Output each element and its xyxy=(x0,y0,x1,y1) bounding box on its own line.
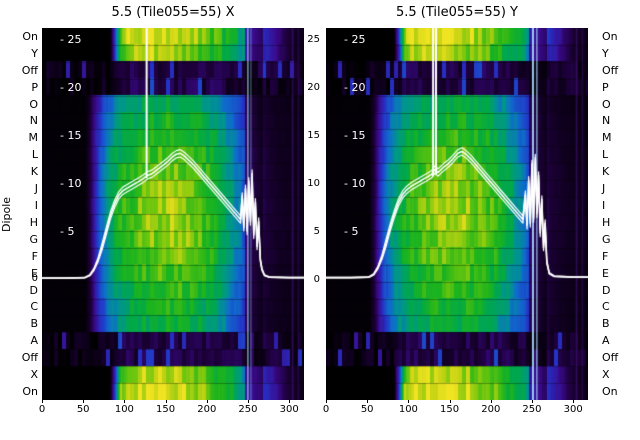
x-tick-label: 300 xyxy=(279,404,299,415)
dipole-label: On xyxy=(22,384,38,398)
x-tick-mark xyxy=(326,400,327,403)
between-ytick-label: 15 xyxy=(307,130,320,141)
panel-y-title: 5.5 (Tile055=55) Y xyxy=(395,5,519,20)
x-tick-mark xyxy=(367,400,369,403)
x-tick-mark xyxy=(449,400,451,403)
dipole-label: D xyxy=(29,283,38,297)
dipole-label: P xyxy=(602,80,609,94)
dipole-label: H xyxy=(29,215,38,229)
right-dipole-labels: On Y Off P O N M L K J I H G F E D C B A Off X On xyxy=(602,28,638,400)
panel-y: 5.5 (Tile055=55) Y - 25- 20- 15- 10- 5 xyxy=(326,5,588,400)
dipole-label: J xyxy=(34,182,38,196)
dipole-label: On xyxy=(602,384,618,398)
dipole-label: L xyxy=(31,148,38,162)
heatmap-canvas-y xyxy=(326,28,588,400)
dipole-label: A xyxy=(30,334,38,348)
dipole-label: N xyxy=(602,114,611,128)
dipole-label: N xyxy=(29,114,38,128)
dipole-label: X xyxy=(602,368,610,382)
heatmap-canvas-x xyxy=(42,28,304,400)
dipole-label: C xyxy=(602,300,610,314)
x-tick-label: 250 xyxy=(238,404,258,415)
between-ytick-label: 5 xyxy=(313,226,320,237)
x-tick-label: 150 xyxy=(440,404,460,415)
dipole-label: G xyxy=(602,232,611,246)
dipole-label: Y xyxy=(31,46,38,60)
x-tick-mark xyxy=(42,400,43,403)
dipole-label: O xyxy=(29,97,38,111)
dipole-label: G xyxy=(29,232,38,246)
x-tick-label: 50 xyxy=(360,404,374,415)
x-tick-label: 100 xyxy=(114,404,134,415)
dipole-label: M xyxy=(602,131,612,145)
dipole-label: Off xyxy=(21,351,38,365)
x-tick-label: 250 xyxy=(522,404,542,415)
panel-x-title: 5.5 (Tile055=55) X xyxy=(111,5,235,20)
dipole-label: Y xyxy=(602,46,609,60)
dipole-label: B xyxy=(602,317,610,331)
x-tick-label: 0 xyxy=(322,404,330,415)
x-tick-label: 150 xyxy=(156,404,176,415)
dipole-label: Off xyxy=(602,63,619,77)
dipole-label: On xyxy=(602,29,618,43)
x-tick-mark xyxy=(165,400,167,403)
dipole-label: E xyxy=(602,266,609,280)
dipole-label: B xyxy=(30,317,38,331)
dipole-label: I xyxy=(602,199,606,213)
dipole-label: M xyxy=(28,131,39,145)
x-tick-mark xyxy=(531,400,533,403)
dipole-label: Off xyxy=(602,351,619,365)
x-tick-mark xyxy=(490,400,492,403)
x-tick-label: 0 xyxy=(38,404,46,415)
x-tick-label: 200 xyxy=(197,404,217,415)
x-tick-mark xyxy=(206,400,208,403)
dipole-label: E xyxy=(31,266,38,280)
dipole-label: H xyxy=(602,215,611,229)
x-tick-mark xyxy=(289,400,291,403)
panel-x: 5.5 (Tile055=55) X - 25- 20- 15- 10- 5 xyxy=(42,5,304,400)
dipole-label: O xyxy=(602,97,611,111)
x-tick-label: 200 xyxy=(481,404,501,415)
dipole-label: L xyxy=(602,148,609,162)
x-tick-mark xyxy=(408,400,410,403)
dipole-label: I xyxy=(34,199,38,213)
between-ytick-label: 20 xyxy=(307,82,320,93)
dipole-label: F xyxy=(31,249,38,263)
between-ytick-label: 0 xyxy=(313,274,320,285)
left-dipole-labels: On Y Off P O N M L K J I H G F E D C B A Off X On xyxy=(12,28,38,400)
dipole-label: F xyxy=(602,249,609,263)
dipole-label: K xyxy=(30,165,38,179)
x-tick-mark xyxy=(124,400,126,403)
dipole-label: P xyxy=(31,80,38,94)
between-ytick-label: 25 xyxy=(307,34,320,45)
x-tick-label: 50 xyxy=(76,404,90,415)
dipole-label: J xyxy=(602,182,606,196)
x-tick-label: 300 xyxy=(563,404,583,415)
dipole-label: C xyxy=(30,300,38,314)
dipole-label: X xyxy=(30,368,38,382)
dipole-label: On xyxy=(22,29,38,43)
left-zero-tick-label: 0 xyxy=(31,273,38,284)
between-ytick-label: 10 xyxy=(307,178,320,189)
x-tick-label: 100 xyxy=(398,404,418,415)
dipole-label: Off xyxy=(21,63,38,77)
dipole-label: A xyxy=(602,334,610,348)
x-tick-mark xyxy=(247,400,249,403)
dipole-label: K xyxy=(602,165,610,179)
x-tick-mark xyxy=(83,400,85,403)
x-tick-mark xyxy=(573,400,575,403)
dipole-label: D xyxy=(602,283,611,297)
